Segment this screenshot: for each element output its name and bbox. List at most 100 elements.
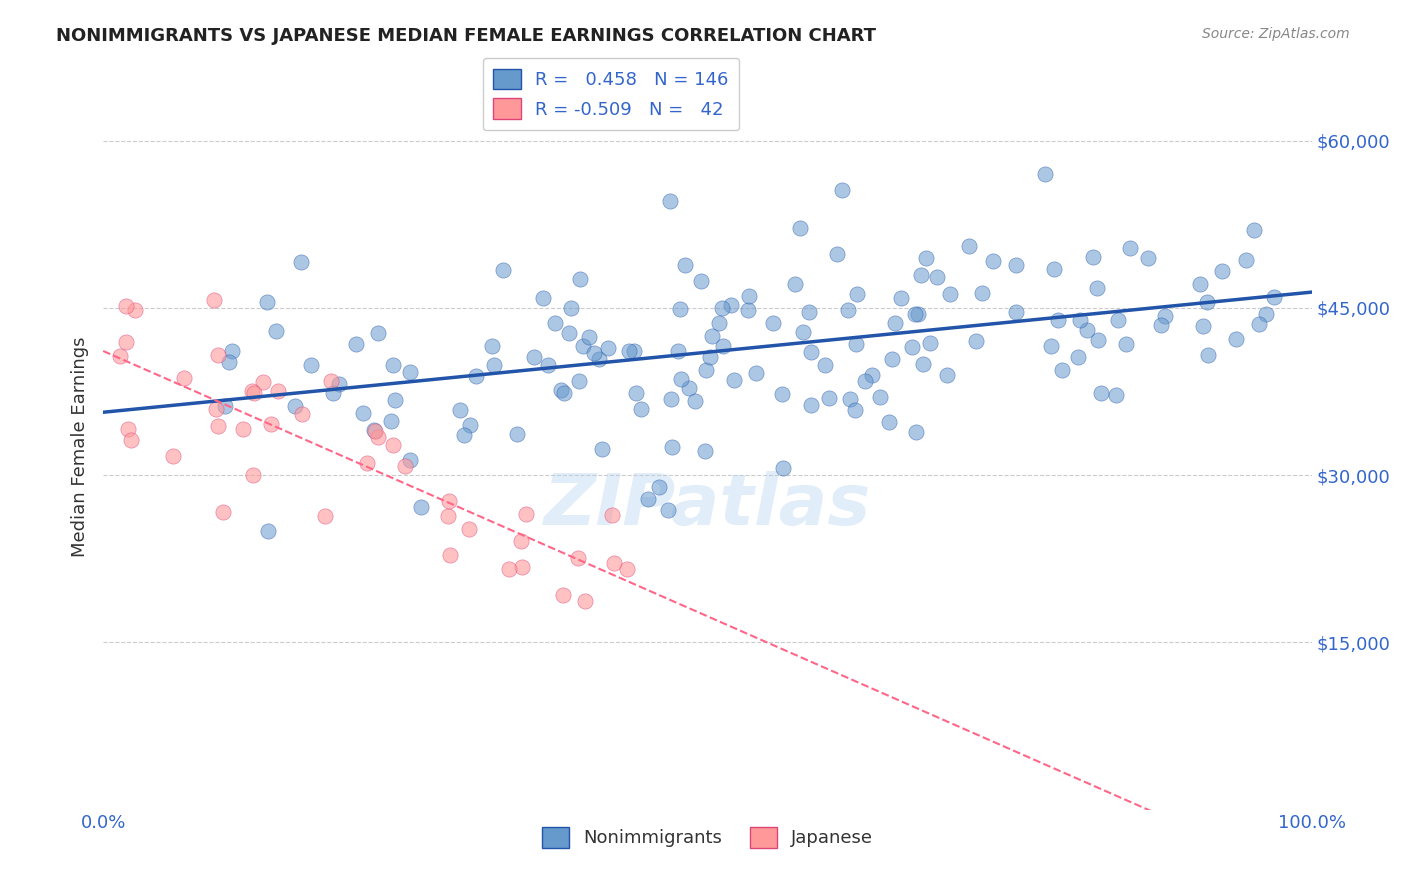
Point — [700, 329, 723, 343]
Point — [256, 524, 278, 538]
Point — [560, 301, 582, 315]
Point — [551, 588, 574, 602]
Point — [202, 293, 225, 308]
Point — [260, 417, 283, 431]
Point — [846, 286, 869, 301]
Point — [789, 221, 811, 235]
Point — [957, 239, 980, 253]
Point — [212, 505, 235, 519]
Point — [509, 533, 531, 548]
Point — [382, 358, 405, 372]
Point — [720, 298, 742, 312]
Point — [709, 316, 731, 330]
Point — [252, 376, 274, 390]
Point — [394, 458, 416, 473]
Point — [574, 594, 596, 608]
Point — [690, 275, 713, 289]
Point — [800, 398, 823, 412]
Point — [831, 183, 853, 197]
Point — [205, 402, 228, 417]
Point — [648, 480, 671, 494]
Point — [783, 277, 806, 292]
Point — [453, 428, 475, 442]
Point — [567, 550, 589, 565]
Point — [770, 387, 793, 401]
Point — [1050, 363, 1073, 377]
Point — [661, 441, 683, 455]
Point — [283, 400, 305, 414]
Point — [120, 433, 142, 447]
Point — [695, 363, 717, 377]
Point — [314, 508, 336, 523]
Point — [901, 340, 924, 354]
Point — [481, 339, 503, 353]
Point — [671, 372, 693, 386]
Point — [409, 500, 432, 515]
Point — [1211, 264, 1233, 278]
Point — [799, 345, 821, 359]
Point — [623, 344, 645, 359]
Point — [659, 392, 682, 406]
Point — [173, 371, 195, 385]
Point — [637, 491, 659, 506]
Point — [582, 346, 605, 360]
Point — [1005, 305, 1028, 319]
Point — [904, 307, 927, 321]
Point — [936, 368, 959, 382]
Point — [214, 399, 236, 413]
Point — [596, 341, 619, 355]
Point — [108, 349, 131, 363]
Point — [668, 302, 690, 317]
Point — [738, 289, 761, 303]
Point — [624, 386, 647, 401]
Point — [553, 386, 575, 401]
Point — [927, 270, 949, 285]
Point — [600, 508, 623, 523]
Point — [814, 358, 837, 372]
Point — [218, 355, 240, 369]
Point — [537, 358, 560, 372]
Point — [1090, 385, 1112, 400]
Point — [911, 357, 934, 371]
Point — [657, 502, 679, 516]
Point — [603, 557, 626, 571]
Point — [492, 263, 515, 277]
Point — [860, 368, 883, 382]
Point — [356, 456, 378, 470]
Point — [695, 444, 717, 458]
Point — [437, 508, 460, 523]
Point — [1076, 323, 1098, 337]
Point — [363, 423, 385, 437]
Point — [825, 247, 848, 261]
Point — [510, 560, 533, 574]
Point — [1067, 350, 1090, 364]
Point — [939, 287, 962, 301]
Point — [905, 425, 928, 440]
Point — [723, 373, 745, 387]
Point — [1105, 388, 1128, 402]
Point — [578, 330, 600, 344]
Text: ZIPatlas: ZIPatlas — [544, 471, 872, 540]
Point — [291, 407, 314, 421]
Point — [837, 302, 859, 317]
Point — [124, 302, 146, 317]
Point — [328, 376, 350, 391]
Point — [319, 374, 342, 388]
Point — [232, 422, 254, 436]
Point — [890, 291, 912, 305]
Point — [207, 419, 229, 434]
Point — [558, 326, 581, 340]
Point — [117, 422, 139, 436]
Point — [515, 507, 537, 521]
Point — [699, 351, 721, 365]
Point — [1189, 277, 1212, 291]
Text: NONIMMIGRANTS VS JAPANESE MEDIAN FEMALE EARNINGS CORRELATION CHART: NONIMMIGRANTS VS JAPANESE MEDIAN FEMALE … — [56, 27, 876, 45]
Point — [523, 350, 546, 364]
Point — [498, 562, 520, 576]
Point — [398, 365, 420, 379]
Point — [1087, 333, 1109, 347]
Point — [845, 337, 868, 351]
Point — [322, 386, 344, 401]
Point — [844, 402, 866, 417]
Point — [242, 386, 264, 401]
